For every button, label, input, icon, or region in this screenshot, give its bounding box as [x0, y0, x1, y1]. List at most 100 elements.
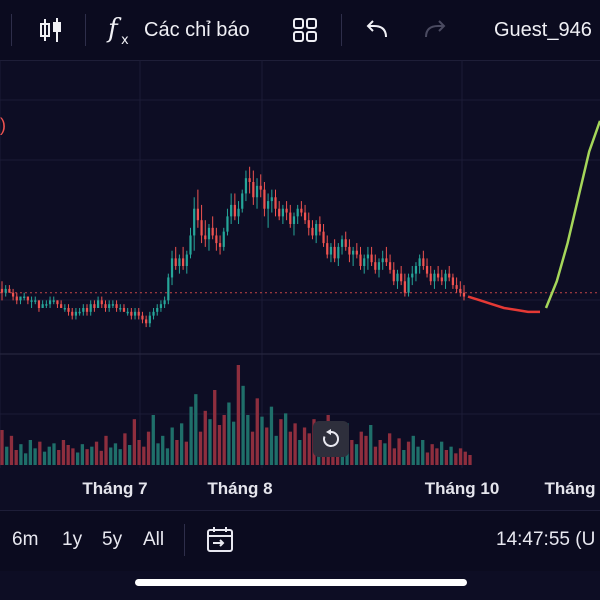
volume-bar [94, 441, 99, 465]
candle [145, 319, 148, 324]
candle [396, 273, 399, 282]
volume-bar [151, 415, 155, 465]
volume-bar [208, 419, 212, 465]
candle [178, 258, 181, 266]
volume-bar [14, 450, 18, 465]
candle [82, 308, 85, 312]
volume-bar [350, 440, 354, 465]
volume-bar [203, 410, 207, 465]
candle [222, 231, 225, 247]
volume-bar [66, 445, 70, 465]
volume-bar [265, 427, 269, 465]
candle [437, 273, 440, 278]
x-tick-label: Tháng 8 [207, 479, 272, 498]
candle [448, 273, 451, 278]
candle [455, 285, 458, 289]
candle [156, 308, 159, 312]
undo-icon[interactable] [363, 0, 391, 60]
forecast-lines [467, 120, 600, 314]
candle [429, 273, 432, 282]
candle [392, 269, 395, 282]
candle [130, 311, 133, 316]
volume-bar [28, 440, 33, 465]
indicators-button[interactable]: f x Các chỉ báo [106, 0, 250, 60]
range-1y-button[interactable]: 1y [62, 529, 83, 550]
volume-bar [302, 427, 307, 465]
volume-bar [23, 453, 28, 465]
volume-bar [9, 435, 14, 465]
volume-bar [104, 435, 108, 465]
go-to-date-button[interactable] [205, 511, 235, 569]
volume-bar [402, 450, 406, 465]
volume-bar [250, 431, 255, 465]
candle [333, 246, 336, 259]
reset-chart-button[interactable] [313, 421, 349, 457]
volume-bar [241, 385, 245, 465]
candle [307, 220, 310, 228]
volume-bar [246, 415, 250, 465]
volume-bar [118, 449, 122, 465]
candle [37, 300, 41, 308]
user-name: Guest_946 [494, 18, 592, 41]
volume-bar [113, 443, 118, 465]
bottom-separator [184, 524, 185, 556]
volume-bar [359, 431, 363, 465]
candle [0, 288, 4, 293]
candle [303, 212, 307, 221]
candle [388, 262, 392, 270]
home-indicator [135, 579, 467, 586]
candle [318, 224, 321, 232]
candle [15, 296, 18, 301]
volume-bar [454, 453, 458, 465]
volume-bar [421, 440, 425, 465]
redo-icon[interactable] [421, 0, 449, 60]
volume-bar [369, 425, 373, 465]
candle [141, 315, 144, 320]
candle [189, 235, 192, 255]
candle [248, 178, 251, 182]
candle [78, 311, 81, 314]
range-6m-button[interactable]: 6m [12, 529, 39, 550]
volume-bar [189, 406, 193, 465]
volume-bar [52, 443, 56, 465]
volume-bar [397, 438, 401, 465]
candle [348, 246, 351, 255]
candle [270, 197, 273, 202]
volume-bar [425, 452, 430, 465]
candle [48, 300, 52, 305]
x-tick-label: Tháng 10 [425, 479, 500, 498]
price-chart[interactable]: ) Tháng 7 Tháng 8 Tháng 10 Tháng [0, 60, 600, 510]
candle [60, 304, 63, 308]
candle [440, 277, 443, 282]
candle [285, 208, 288, 213]
range-all-button[interactable]: All [143, 529, 165, 550]
left-edge-label: ) [0, 115, 6, 135]
candle [462, 292, 466, 297]
candle [300, 208, 303, 213]
volume-bar [132, 419, 137, 465]
volume-bar [298, 440, 302, 465]
candlestick-chart[interactable]: ) Tháng 7 Tháng 8 Tháng 10 Tháng [0, 60, 600, 510]
candle [4, 288, 7, 293]
candle [152, 311, 155, 316]
candlestick-icon[interactable] [36, 0, 66, 60]
candle [340, 239, 344, 247]
volume-bar [364, 435, 368, 465]
volume-bar [85, 449, 89, 465]
candle [8, 288, 11, 293]
range-5y-button[interactable]: 5y [102, 529, 123, 550]
volume-bar [227, 402, 231, 465]
candle [292, 216, 296, 224]
candle [359, 254, 362, 266]
candle [193, 208, 196, 236]
layout-grid-icon[interactable] [290, 0, 320, 60]
candle [41, 304, 44, 308]
volume-bar [137, 440, 141, 465]
candle [233, 204, 236, 217]
candle [311, 227, 314, 236]
volume-bar [444, 450, 449, 465]
user-menu[interactable]: Guest_946 [494, 0, 592, 60]
reset-icon [323, 429, 340, 447]
volume-bar [406, 441, 411, 465]
candle [414, 266, 418, 274]
